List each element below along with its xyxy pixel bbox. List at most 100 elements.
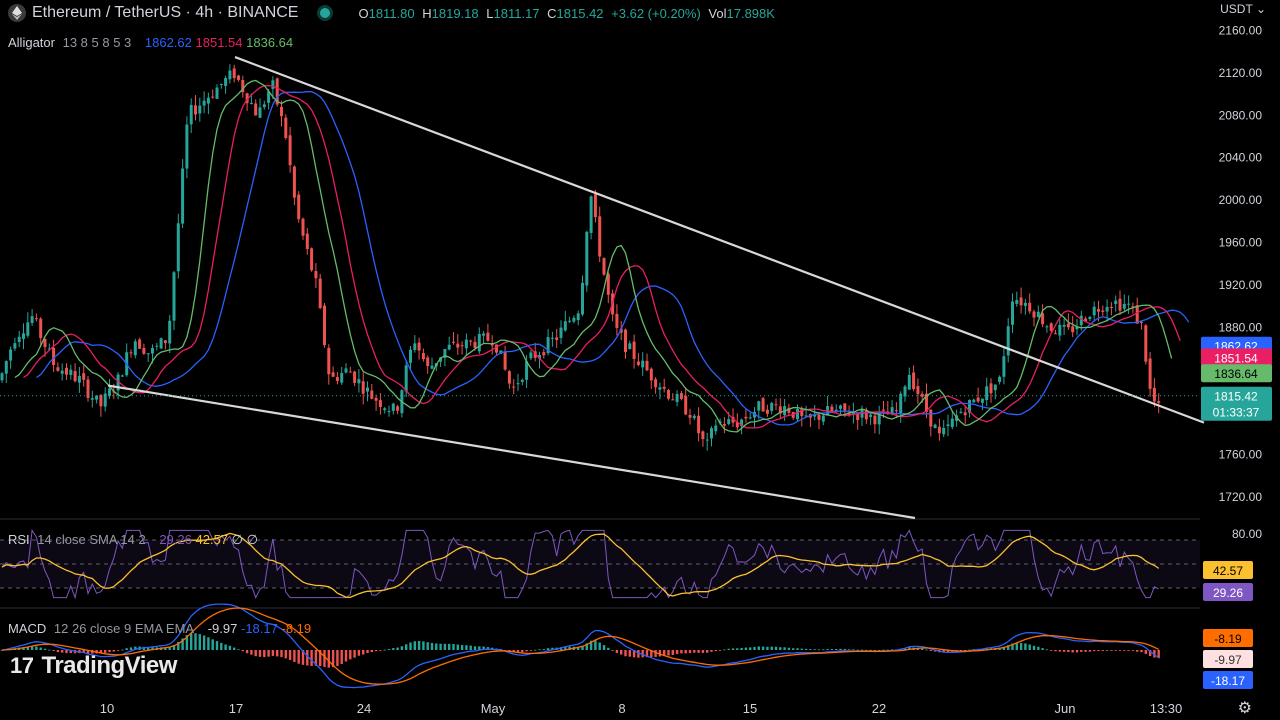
candle-body — [770, 402, 774, 411]
macd-hist-bar — [521, 650, 524, 653]
macd-hist-bar — [761, 646, 765, 650]
macd-hist-bar — [1041, 648, 1044, 650]
macd-hist-bar — [959, 650, 963, 651]
rsi-badge-text: 29.26 — [1213, 586, 1243, 600]
candle-body — [869, 414, 873, 417]
macd-hist-bar — [1118, 650, 1122, 651]
candle-body — [1028, 302, 1032, 312]
candle-body — [314, 271, 318, 279]
macd-hist-bar — [632, 650, 636, 658]
candle-body — [430, 365, 434, 369]
macd-hist-bar — [964, 650, 967, 651]
candle-body — [1148, 358, 1152, 389]
rsi-legend[interactable]: RSI 14 close SMA 14 2 29.26 42.57 ∅ ∅ — [8, 532, 258, 547]
macd-hist-bar — [228, 645, 232, 650]
symbol-title[interactable]: Ethereum / TetherUS · 4h · BINANCE — [32, 4, 299, 21]
macd-hist-bar — [559, 647, 563, 650]
macd-hist-bar — [624, 650, 627, 657]
macd-hist-bar — [104, 650, 107, 653]
macd-hist-bar — [564, 646, 567, 650]
candle-body — [22, 333, 25, 339]
macd-hist-bar — [1097, 650, 1100, 651]
macd-hist-bar — [1088, 650, 1092, 652]
candle-body — [370, 390, 374, 399]
macd-hist-bar — [512, 650, 515, 653]
macd-hist-bar — [301, 650, 305, 665]
candle-body — [903, 386, 907, 397]
candle-body — [559, 327, 563, 338]
candle-body — [864, 409, 868, 420]
macd-hist-bar — [697, 650, 700, 653]
rsi-ma-badge — [1203, 561, 1253, 579]
macd-hist-bar — [706, 650, 709, 653]
macd-hist-bar — [929, 650, 932, 651]
time-axis-label: 8 — [618, 701, 625, 716]
candle-body — [894, 410, 898, 412]
candle-body — [280, 106, 283, 117]
candle-body — [9, 349, 13, 361]
macd-hist-bar — [181, 638, 184, 650]
candle-body — [86, 379, 90, 398]
candle-body — [108, 388, 111, 396]
macd-hist-bar — [383, 649, 386, 651]
candle-body — [176, 223, 180, 272]
macd-hist-bar — [1084, 650, 1087, 652]
macd-hist-bar — [796, 648, 799, 650]
macd-hist-bar — [1007, 645, 1010, 650]
macd-hist-bar — [766, 646, 769, 650]
price-axis-label: 2120.00 — [1219, 66, 1263, 80]
macd-hist-bar — [942, 650, 945, 653]
candle-body — [916, 386, 920, 395]
currency-selector[interactable]: USDT ⌄ — [1220, 2, 1266, 16]
macd-hist-bar — [860, 649, 864, 651]
candle-body — [512, 386, 516, 388]
macd-hist-bar — [654, 650, 657, 657]
macd-hist-bar — [882, 649, 885, 651]
last-price-badge-text: 01:33:37 — [1213, 406, 1260, 420]
macd-hist-bar — [675, 650, 679, 655]
alligator-legend[interactable]: Alligator 13 8 5 8 5 3 1862.62 1851.54 1… — [8, 35, 294, 50]
candle-body — [142, 348, 146, 354]
macd-hist-bar — [448, 643, 451, 650]
macd-legend[interactable]: MACD 12 26 close 9 EMA EMA -9.97 -18.17 … — [8, 621, 312, 636]
macd-hist-bar — [1019, 642, 1023, 650]
macd-hist-bar — [568, 646, 571, 650]
candle-body — [43, 338, 47, 348]
macd-hist-bar — [779, 647, 782, 650]
candle-body — [305, 233, 309, 250]
candle-body — [1019, 297, 1023, 306]
candle-body — [507, 371, 511, 384]
chevron-down-icon: ⌄ — [1255, 2, 1266, 16]
candle-body — [856, 413, 860, 421]
candle-body — [194, 105, 197, 115]
candle-body — [52, 347, 56, 365]
candle-body — [151, 348, 154, 354]
candle-body — [662, 386, 666, 389]
macd-hist-bar — [276, 650, 279, 657]
candle-body — [1097, 309, 1100, 312]
candle-body — [882, 409, 885, 411]
macd-hist-bar — [1054, 650, 1057, 652]
gear-icon[interactable]: ⚙ — [1237, 700, 1252, 717]
candle-body — [211, 96, 215, 98]
candle-body — [654, 379, 658, 388]
macd-hist-bar — [843, 648, 846, 650]
macd-hist-bar — [116, 650, 120, 651]
macd-hist-bar — [1080, 650, 1083, 652]
macd-hist-bar — [865, 649, 868, 651]
macd-hist-bar — [267, 650, 270, 657]
macd-hist-bar — [374, 650, 378, 652]
candle-body — [619, 328, 623, 333]
macd-hist-bar — [69, 650, 72, 654]
macd-hist-bar — [331, 650, 335, 668]
candle-body — [258, 107, 262, 118]
candle-body — [748, 417, 752, 419]
macd-hist-bar — [916, 648, 920, 650]
candle-body — [301, 218, 305, 236]
macd-hist-bar — [658, 650, 662, 657]
candle-body — [1157, 401, 1161, 403]
candle-body — [925, 393, 928, 412]
candle-body — [899, 393, 903, 414]
candle-body — [267, 91, 271, 103]
